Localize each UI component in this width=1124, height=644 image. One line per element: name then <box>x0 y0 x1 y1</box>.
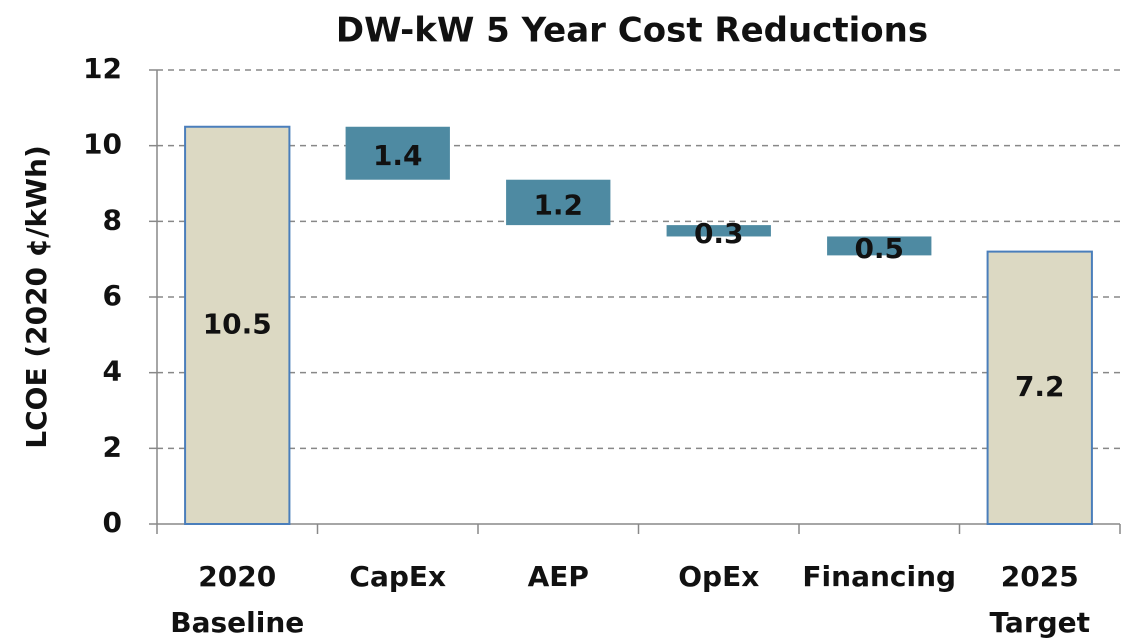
x-tick-label: 2025 <box>1001 560 1079 593</box>
bar <box>666 225 771 237</box>
y-tick-label: 2 <box>103 430 122 463</box>
bar <box>986 250 1093 525</box>
y-tick-label: 8 <box>103 203 122 236</box>
x-tick-label: Financing <box>802 560 956 593</box>
value-label: 0.3 <box>694 217 744 250</box>
x-tick-label: AEP <box>528 560 589 593</box>
x-tick-label: Target <box>989 606 1090 639</box>
value-label: 0.5 <box>854 232 904 265</box>
value-label: 1.2 <box>533 188 583 221</box>
value-label: 1.4 <box>373 139 423 172</box>
bar <box>184 125 291 525</box>
y-tick-label: 6 <box>103 279 122 312</box>
y-tick-label: 10 <box>83 128 122 161</box>
y-tick-label: 4 <box>103 355 122 388</box>
y-axis-label: LCOE (2020 ¢/kWh) <box>20 145 53 449</box>
chart-title: DW-kW 5 Year Cost Reductions <box>336 11 928 51</box>
bar <box>827 236 932 256</box>
y-tick-label: 0 <box>103 506 122 539</box>
x-tick-label: OpEx <box>678 560 759 593</box>
bar <box>506 179 611 226</box>
x-tick-label: Baseline <box>170 606 304 639</box>
y-tick-label: 12 <box>83 52 122 85</box>
bar <box>345 126 450 180</box>
x-tick-label: 2020 <box>198 560 276 593</box>
value-label: 10.5 <box>203 307 272 340</box>
value-label: 7.2 <box>1015 370 1065 403</box>
x-tick-label: CapEx <box>349 560 446 593</box>
